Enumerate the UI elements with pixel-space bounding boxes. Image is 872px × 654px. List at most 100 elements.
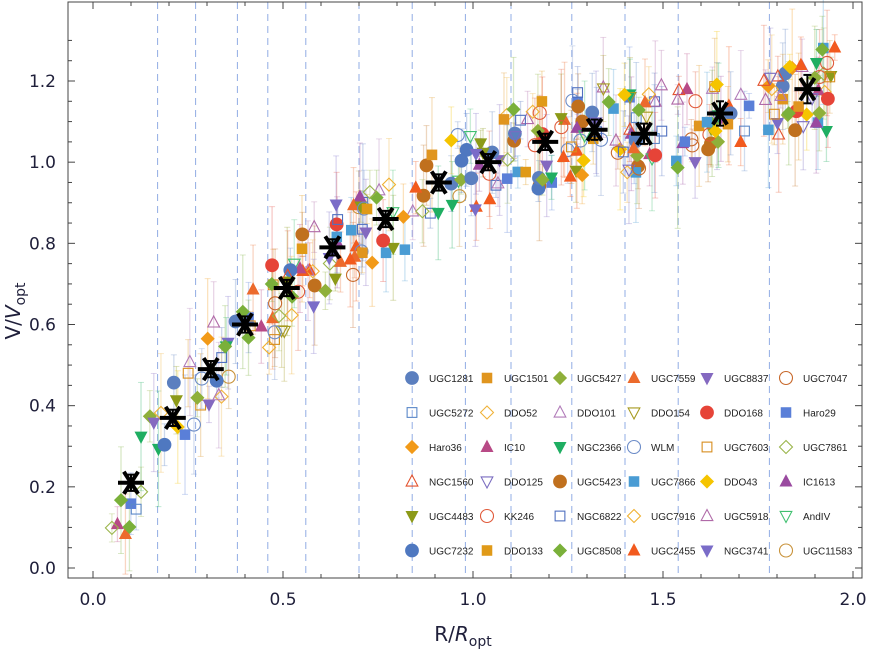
- data-point: [468, 204, 482, 217]
- legend-item: NGC2366: [553, 442, 622, 455]
- data-point: [679, 136, 691, 147]
- data-point: [182, 367, 194, 379]
- data-point: [771, 126, 786, 140]
- data-point: [464, 171, 479, 186]
- binned-mean-series: [118, 73, 821, 495]
- data-point: [552, 543, 568, 558]
- data-point: [515, 114, 526, 126]
- legend-label: UGC7603: [724, 443, 769, 454]
- data-point: [535, 172, 550, 187]
- data-point: [824, 70, 838, 84]
- legend-label: UGC4483: [429, 512, 474, 523]
- data-point: [815, 42, 830, 57]
- legend-item: DDO52: [479, 405, 538, 420]
- data-point: [365, 255, 380, 270]
- data-point: [399, 244, 411, 255]
- legend-label: UGC5427: [577, 374, 622, 385]
- data-point: [639, 111, 654, 125]
- data-point: [641, 87, 657, 102]
- data-point: [454, 153, 469, 168]
- data-point: [778, 543, 794, 558]
- legend-item: UGC1501: [481, 372, 549, 385]
- data-point: [474, 138, 488, 151]
- asterisk-arm: [429, 170, 448, 195]
- legend-label: UGC5918: [724, 512, 769, 523]
- x-tick-label: 1.5: [649, 590, 676, 610]
- data-point: [552, 370, 568, 386]
- data-point: [768, 108, 780, 120]
- data-point: [553, 474, 567, 489]
- legend-item: DDO154: [627, 407, 690, 421]
- data-point: [520, 166, 531, 178]
- data-point: [536, 96, 548, 107]
- legend-item: DDO43: [699, 474, 758, 489]
- data-point: [680, 81, 694, 95]
- legend-item: UGC11583: [778, 543, 853, 558]
- legend-label: UGC5272: [429, 409, 474, 420]
- data-point: [700, 508, 714, 522]
- legend-item: UGC5272: [406, 407, 474, 420]
- data-point: [701, 116, 713, 128]
- data-point: [820, 55, 835, 71]
- legend-item: NGC6822: [554, 510, 622, 523]
- asterisk-arm: [201, 357, 220, 382]
- data-point: [570, 143, 584, 156]
- legend-label: UGC7916: [651, 512, 696, 523]
- data-point: [267, 325, 282, 340]
- legend-label: UGC2455: [651, 547, 696, 558]
- asterisk-arm: [798, 76, 817, 102]
- legend-item: Haro29: [780, 407, 836, 420]
- legend-label: UGC7866: [651, 478, 696, 489]
- data-point: [147, 417, 161, 430]
- data-point: [670, 91, 685, 105]
- data-point: [481, 545, 493, 556]
- data-point: [283, 263, 298, 278]
- legend-item: UGC7866: [628, 476, 696, 489]
- data-point: [638, 95, 652, 108]
- mean-point: [631, 121, 657, 146]
- data-point: [780, 407, 792, 418]
- data-point: [122, 519, 137, 535]
- legend-item: UGC5918: [700, 508, 769, 523]
- data-point: [743, 100, 755, 112]
- data-point: [520, 111, 535, 125]
- data-point: [491, 175, 505, 189]
- data-point: [688, 94, 703, 109]
- data-point: [307, 219, 321, 233]
- data-point: [405, 473, 419, 487]
- data-point: [369, 190, 384, 205]
- data-point: [778, 370, 794, 386]
- data-point: [481, 372, 493, 384]
- data-point: [763, 124, 774, 136]
- legend-label: UGC5423: [577, 478, 622, 489]
- data-point: [406, 407, 418, 418]
- data-point: [169, 395, 183, 408]
- y-axis-label: V/Vopt: [1, 282, 29, 340]
- data-point: [631, 102, 646, 118]
- data-point: [186, 417, 201, 432]
- data-point: [508, 131, 523, 144]
- data-point: [596, 83, 611, 97]
- data-point: [777, 93, 789, 105]
- legend-label: NGC3741: [724, 547, 769, 558]
- data-point: [628, 476, 640, 487]
- data-point: [617, 87, 632, 102]
- data-point: [296, 243, 308, 255]
- bin-edge-lines: [157, 2, 770, 578]
- asterisk-arm: [711, 101, 729, 126]
- data-point: [295, 227, 310, 242]
- legend-item: UGC7916: [626, 508, 696, 524]
- data-point: [200, 331, 215, 346]
- legend-label: Haro36: [429, 443, 462, 454]
- data-point: [700, 545, 714, 558]
- legend-item: UGC2455: [627, 543, 696, 558]
- data-point: [261, 340, 277, 355]
- legend-item: UGC7559: [627, 370, 696, 385]
- data-point: [405, 203, 420, 217]
- legend-item: Haro36: [404, 439, 462, 455]
- mean-point: [372, 206, 399, 232]
- legend-item: UGC7603: [701, 441, 769, 454]
- data-point: [556, 149, 570, 163]
- plot-border: [67, 1, 863, 579]
- asterisk-arm: [122, 470, 140, 495]
